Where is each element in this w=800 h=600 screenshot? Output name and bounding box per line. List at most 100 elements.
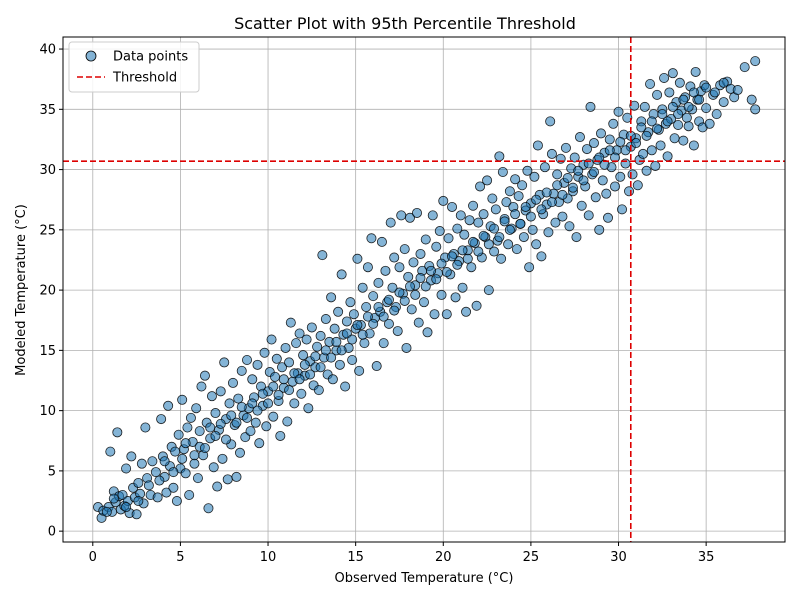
data-point xyxy=(595,128,606,139)
data-point xyxy=(426,265,437,276)
data-point xyxy=(277,362,288,373)
data-point xyxy=(326,292,337,303)
y-tick-label: 10 xyxy=(39,404,56,419)
data-point xyxy=(455,210,466,221)
data-point xyxy=(199,370,210,381)
data-point xyxy=(408,257,419,268)
data-point xyxy=(452,259,463,270)
data-point xyxy=(613,106,624,117)
data-point xyxy=(657,109,668,120)
data-point xyxy=(482,175,493,186)
data-point xyxy=(334,359,345,370)
data-point xyxy=(291,338,302,349)
data-point xyxy=(583,210,594,221)
data-point xyxy=(629,100,640,111)
data-point xyxy=(150,467,161,478)
data-point xyxy=(441,309,452,320)
data-point xyxy=(418,297,429,308)
axes: 0 5 10 15 20 25 30 35 0 5 10 15 20 25 30 35 40 xyxy=(39,36,786,565)
data-point xyxy=(359,338,370,349)
data-point xyxy=(191,403,202,414)
data-point xyxy=(361,301,372,312)
data-point xyxy=(252,405,263,416)
threshold-lines xyxy=(63,37,785,542)
data-point xyxy=(329,323,340,334)
data-point xyxy=(396,210,407,221)
data-point xyxy=(443,233,454,244)
data-point xyxy=(615,171,626,182)
data-point xyxy=(210,430,221,441)
legend-label-data-points: Data points xyxy=(113,50,188,65)
data-point xyxy=(168,467,179,478)
data-point xyxy=(401,342,412,353)
data-point xyxy=(354,365,365,376)
data-point xyxy=(194,426,205,437)
data-point xyxy=(631,138,642,149)
data-point xyxy=(362,262,373,273)
y-tick-label: 0 xyxy=(48,525,56,540)
data-point xyxy=(352,253,363,264)
data-point xyxy=(315,330,326,341)
data-point xyxy=(320,314,331,325)
data-points xyxy=(93,56,761,523)
data-point xyxy=(501,197,512,208)
x-tick-label: 5 xyxy=(176,550,184,565)
data-point xyxy=(652,123,663,134)
data-point xyxy=(380,265,391,276)
data-point xyxy=(250,417,261,428)
data-point xyxy=(422,327,433,338)
data-point xyxy=(487,193,498,204)
data-point xyxy=(646,116,657,127)
data-point xyxy=(732,85,743,96)
data-point xyxy=(622,112,633,123)
data-point xyxy=(387,282,398,293)
data-point xyxy=(373,301,384,312)
data-point xyxy=(529,171,540,182)
data-point xyxy=(574,132,585,143)
data-point xyxy=(562,173,573,184)
data-point xyxy=(601,188,612,199)
y-tick-label: 35 xyxy=(39,103,56,118)
data-point xyxy=(709,87,720,98)
data-point xyxy=(180,438,191,449)
data-point xyxy=(466,262,477,273)
chart-title: Scatter Plot with 95th Percentile Thresh… xyxy=(234,14,576,33)
data-point xyxy=(588,138,599,149)
data-point xyxy=(206,391,217,402)
data-point xyxy=(475,181,486,192)
data-point xyxy=(317,250,328,261)
data-point xyxy=(646,145,657,156)
data-point xyxy=(227,377,238,388)
data-point xyxy=(457,282,468,293)
data-point xyxy=(641,165,652,176)
data-point xyxy=(567,182,578,193)
data-point xyxy=(557,189,568,200)
data-point xyxy=(645,79,656,90)
data-point xyxy=(701,82,712,93)
data-point xyxy=(234,447,245,458)
x-tick-label: 35 xyxy=(698,550,715,565)
y-tick-label: 15 xyxy=(39,344,56,359)
data-point xyxy=(517,180,528,191)
data-point xyxy=(182,422,193,433)
data-point xyxy=(504,186,515,197)
data-point xyxy=(450,292,461,303)
data-point xyxy=(527,224,538,235)
y-tick-label: 40 xyxy=(39,43,56,58)
data-point xyxy=(170,446,181,457)
data-point xyxy=(659,72,670,83)
data-point xyxy=(404,281,415,292)
data-point xyxy=(536,204,547,215)
data-point xyxy=(581,144,592,155)
data-point xyxy=(632,180,643,191)
data-point xyxy=(694,94,705,105)
data-point xyxy=(650,160,661,171)
data-point xyxy=(564,221,575,232)
data-point xyxy=(701,103,712,114)
data-point xyxy=(447,251,458,262)
data-point xyxy=(348,309,359,320)
data-point xyxy=(620,145,631,156)
x-axis-label: Observed Temperature (°C) xyxy=(335,571,514,586)
data-point xyxy=(171,496,182,507)
data-point xyxy=(678,94,689,105)
